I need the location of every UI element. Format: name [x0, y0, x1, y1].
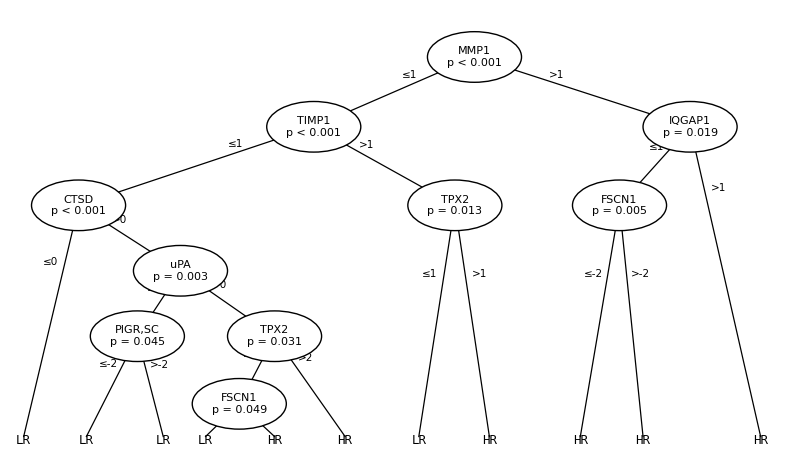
Text: ≤1: ≤1: [422, 269, 438, 279]
Text: ≤1: ≤1: [402, 70, 418, 80]
Ellipse shape: [643, 101, 737, 152]
Text: ≤2: ≤2: [242, 349, 258, 359]
Text: FSCN1
p = 0.049: FSCN1 p = 0.049: [212, 393, 267, 415]
Text: ≤-2: ≤-2: [207, 405, 226, 415]
Text: HR: HR: [267, 434, 282, 447]
Text: ≤1: ≤1: [228, 138, 244, 149]
Text: ≤1: ≤1: [649, 142, 664, 152]
Text: PIGR,SC
p = 0.045: PIGR,SC p = 0.045: [110, 325, 165, 347]
Text: >0: >0: [212, 281, 227, 290]
Text: LR: LR: [79, 434, 94, 447]
Ellipse shape: [427, 31, 522, 82]
Text: HR: HR: [635, 434, 650, 447]
Text: uPA
p = 0.003: uPA p = 0.003: [153, 260, 208, 282]
Text: >-2: >-2: [631, 269, 650, 279]
Text: ≤0: ≤0: [43, 257, 58, 267]
Text: HR: HR: [753, 434, 768, 447]
Text: LR: LR: [16, 434, 31, 447]
Text: FSCN1
p = 0.005: FSCN1 p = 0.005: [592, 194, 647, 216]
Text: LR: LR: [156, 434, 170, 447]
Text: ≤-2: ≤-2: [99, 359, 118, 369]
Ellipse shape: [573, 180, 666, 231]
Ellipse shape: [134, 245, 227, 296]
Text: MMP1
p < 0.001: MMP1 p < 0.001: [447, 46, 502, 68]
Text: >1: >1: [472, 269, 487, 279]
Ellipse shape: [266, 101, 361, 152]
Ellipse shape: [408, 180, 502, 231]
Text: >1: >1: [710, 183, 726, 193]
Text: TPX2
p = 0.031: TPX2 p = 0.031: [247, 325, 302, 347]
Text: LR: LR: [198, 434, 213, 447]
Text: HR: HR: [338, 434, 353, 447]
Text: TIMP1
p < 0.001: TIMP1 p < 0.001: [286, 116, 341, 138]
Text: >0: >0: [112, 215, 127, 225]
Text: TPX2
p = 0.013: TPX2 p = 0.013: [427, 194, 482, 216]
Text: CTSD
p < 0.001: CTSD p < 0.001: [51, 194, 106, 216]
Text: >1: >1: [550, 69, 565, 80]
Text: LR: LR: [411, 434, 426, 447]
Text: >2: >2: [298, 353, 313, 363]
Text: >-2: >-2: [253, 405, 271, 414]
Ellipse shape: [227, 311, 322, 362]
Text: >1: >1: [358, 140, 374, 150]
Text: IQGAP1
p = 0.019: IQGAP1 p = 0.019: [662, 116, 718, 138]
Ellipse shape: [192, 379, 286, 429]
Text: ≤-2: ≤-2: [584, 269, 603, 279]
Text: HR: HR: [573, 434, 588, 447]
Text: ≤0: ≤0: [146, 283, 162, 293]
Ellipse shape: [90, 311, 184, 362]
Ellipse shape: [31, 180, 126, 231]
Text: >-2: >-2: [150, 360, 169, 370]
Text: HR: HR: [482, 434, 497, 447]
